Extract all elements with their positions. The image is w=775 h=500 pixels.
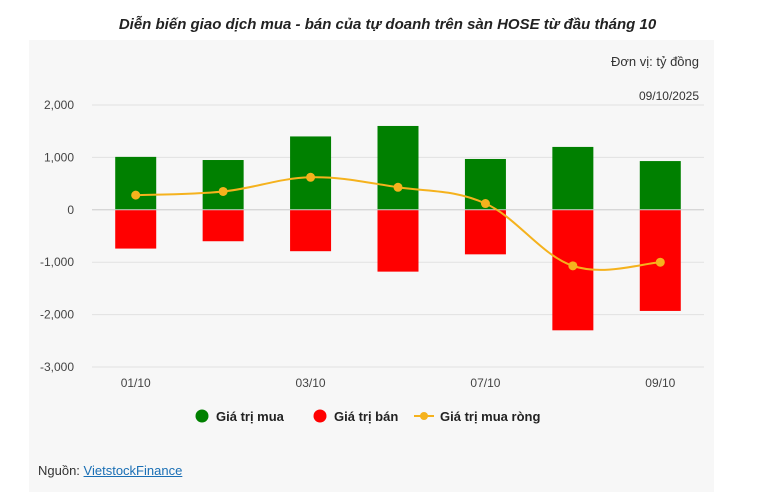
net-point: [480, 199, 490, 209]
buy-bar: [202, 160, 244, 210]
net-point: [568, 261, 578, 271]
sell-bar: [290, 209, 332, 252]
buy-bar: [377, 125, 419, 210]
y-axis: 2,000 1,000 0 -1,000 -2,000 -3,000: [40, 98, 74, 374]
source-line: Nguồn: VietstockFinance: [38, 463, 182, 478]
x-tick-label: 09/10: [645, 376, 675, 390]
legend-label: Giá trị mua ròng: [440, 409, 540, 424]
net-line-group: [131, 172, 665, 271]
buy-bar: [552, 146, 594, 210]
y-tick-label: -1,000: [40, 255, 74, 269]
source-link[interactable]: VietstockFinance: [83, 463, 183, 478]
net-point: [131, 190, 141, 200]
net-point: [306, 172, 316, 182]
y-tick-label: 0: [67, 203, 74, 217]
source-prefix: Nguồn:: [38, 463, 84, 478]
sell-bar: [202, 209, 244, 242]
y-tick-label: 1,000: [44, 150, 74, 164]
chart-title: Diễn biến giao dịch mua - bán của tự doa…: [118, 16, 657, 33]
unit-label: Đơn vị: tỷ đồng: [611, 54, 699, 69]
net-point: [393, 182, 403, 192]
buy-bar: [115, 156, 157, 210]
legend-label: Giá trị bán: [334, 409, 398, 424]
buy-bar: [639, 161, 681, 210]
chart-panel: [29, 40, 714, 492]
sell-bar: [377, 209, 419, 272]
sell-bar: [115, 209, 157, 249]
y-tick-label: -2,000: [40, 308, 74, 322]
net-point: [655, 257, 665, 267]
legend: Giá trị mua Giá trị bán Giá trị mua ròng: [195, 409, 540, 424]
sell-bar: [464, 209, 506, 255]
y-tick-label: -3,000: [40, 360, 74, 374]
net-point: [218, 186, 228, 196]
legend-swatch-dot: [420, 412, 428, 420]
x-tick-label: 01/10: [121, 376, 151, 390]
legend-swatch: [195, 409, 209, 423]
date-label: 09/10/2025: [639, 89, 699, 103]
x-tick-label: 03/10: [296, 376, 326, 390]
x-tick-label: 07/10: [470, 376, 500, 390]
legend-label: Giá trị mua: [216, 409, 285, 424]
legend-swatch: [313, 409, 327, 423]
bars-group: [92, 125, 704, 331]
y-tick-label: 2,000: [44, 98, 74, 112]
x-axis: 01/10 03/10 07/10 09/10: [121, 376, 676, 390]
